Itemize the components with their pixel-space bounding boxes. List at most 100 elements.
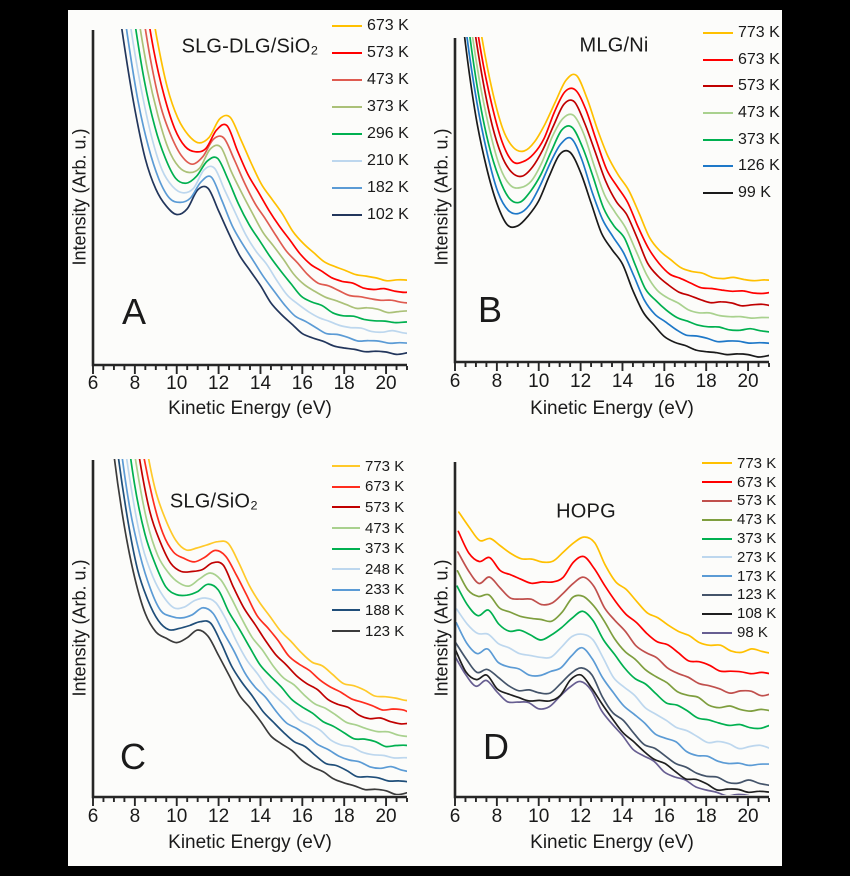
- spectrum-curve-d-123k: [456, 642, 769, 787]
- legend-color-line: [332, 159, 362, 162]
- legend-temperature-label: 573 K: [737, 492, 777, 510]
- legend-color-line: [332, 506, 360, 509]
- panel-c-letter: C: [120, 736, 146, 777]
- x-tick-label: 14: [611, 806, 634, 827]
- panel-d-y-axis-label: Intensity (Arb. u.): [431, 559, 452, 697]
- legend-item: 673 K: [332, 477, 404, 498]
- spectrum-curve-c-248k: [125, 459, 407, 759]
- x-tick-label: 12: [208, 806, 230, 827]
- legend-temperature-label: 273 K: [737, 548, 777, 566]
- spectrum-curve-b-573k: [474, 37, 769, 307]
- legend-color-line: [332, 485, 360, 488]
- legend-item: 573 K: [332, 39, 409, 66]
- legend-temperature-label: 373 K: [365, 540, 405, 558]
- spectrum-curve-c-473k: [134, 459, 407, 738]
- x-tick-label: 20: [737, 806, 759, 827]
- legend-temperature-label: 188 K: [365, 601, 405, 619]
- legend-color-line: [332, 105, 362, 108]
- legend-temperature-label: 296 K: [367, 124, 409, 142]
- legend-item: 373 K: [702, 529, 776, 548]
- legend-temperature-label: 673 K: [365, 478, 405, 496]
- legend-color-line: [332, 51, 362, 54]
- legend-temperature-label: 99 K: [738, 183, 771, 201]
- x-tick-label: 8: [491, 371, 503, 392]
- panel-b-letter: B: [477, 289, 503, 330]
- legend-color-line: [702, 499, 732, 502]
- legend-temperature-label: 373 K: [367, 97, 409, 115]
- legend-item: 123 K: [332, 621, 404, 642]
- legend-temperature-label: 373 K: [737, 530, 777, 548]
- legend-item: 773 K: [332, 456, 404, 477]
- spectrum-curve-c-373k: [129, 459, 407, 748]
- legend-item: 248 K: [332, 559, 404, 580]
- legend-color-line: [332, 568, 360, 571]
- panel-a-title: SLG-DLG/SiO₂: [181, 35, 319, 58]
- legend-color-line: [332, 527, 360, 530]
- legend-item: 126 K: [703, 153, 780, 180]
- legend-color-line: [703, 112, 733, 115]
- x-tick-label: 6: [87, 806, 99, 827]
- legend-temperature-label: 102 K: [367, 205, 409, 223]
- spectrum-curve-c-773k: [147, 459, 407, 702]
- legend-color-line: [332, 465, 360, 468]
- legend-color-line: [332, 78, 362, 81]
- legend-color-line: [702, 575, 732, 578]
- legend-color-line: [703, 191, 733, 194]
- legend-color-line: [702, 612, 732, 615]
- legend-temperature-label: 233 K: [365, 581, 405, 599]
- spectrum-curve-a-373k: [139, 29, 407, 314]
- legend-color-line: [332, 630, 360, 633]
- panel-c-y-axis-label: Intensity (Arb. u.): [69, 559, 90, 697]
- panel-d-x-axis-label: Kinetic Energy (eV): [530, 832, 694, 853]
- legend-item: 773 K: [703, 20, 780, 47]
- panel-c-axes: [91, 460, 407, 799]
- x-tick-label: 12: [570, 806, 592, 827]
- legend-temperature-label: 573 K: [367, 43, 409, 61]
- x-tick-label: 8: [491, 806, 503, 827]
- legend-color-line: [702, 537, 732, 540]
- legend-temperature-label: 248 K: [365, 560, 405, 578]
- spectrum-curve-d-473k: [456, 570, 769, 712]
- legend-item: 210 K: [332, 147, 409, 174]
- legend-item: 373 K: [703, 126, 780, 153]
- spectrum-curve-c-673k: [143, 459, 407, 713]
- spectrum-curve-c-123k: [113, 459, 407, 795]
- panel-a-curves: [120, 29, 407, 356]
- legend-color-line: [332, 547, 360, 550]
- x-tick-label: 14: [611, 371, 634, 392]
- spectrum-curve-c-188k: [117, 459, 407, 783]
- legend-temperature-label: 173 K: [737, 567, 777, 585]
- figure-background: [68, 10, 782, 866]
- legend-item: 296 K: [332, 120, 409, 147]
- legend-item: 108 K: [702, 604, 776, 623]
- legend-item: 573 K: [332, 497, 404, 518]
- legend-color-line: [703, 58, 733, 61]
- legend-temperature-label: 773 K: [365, 457, 405, 475]
- spectrum-curve-b-473k: [471, 37, 769, 319]
- x-tick-label: 18: [695, 371, 717, 392]
- spectrum-curve-a-296k: [134, 29, 407, 324]
- x-tick-label: 6: [449, 806, 461, 827]
- legend-color-line: [332, 24, 362, 27]
- legend-color-line: [702, 481, 732, 484]
- legend-color-line: [332, 132, 362, 135]
- legend-item: 188 K: [332, 600, 404, 621]
- x-tick-label: 10: [528, 806, 550, 827]
- legend-temperature-label: 123 K: [737, 586, 777, 604]
- x-tick-label: 10: [528, 371, 550, 392]
- legend-color-line: [702, 462, 732, 465]
- legend-item: 473 K: [702, 510, 776, 529]
- legend-item: 233 K: [332, 580, 404, 601]
- panel-d-letter: D: [483, 726, 509, 767]
- legend-temperature-label: 473 K: [738, 104, 780, 122]
- spectrum-curve-b-373k: [469, 37, 769, 333]
- panel-b-x-axis-label: Kinetic Energy (eV): [530, 398, 694, 419]
- x-tick-label: 8: [129, 806, 141, 827]
- legend-item: 123 K: [702, 586, 776, 605]
- legend-item: 573 K: [702, 492, 776, 511]
- x-tick-label: 16: [653, 371, 675, 392]
- legend-temperature-label: 673 K: [738, 50, 780, 68]
- spectrum-curve-d-108k: [456, 649, 769, 794]
